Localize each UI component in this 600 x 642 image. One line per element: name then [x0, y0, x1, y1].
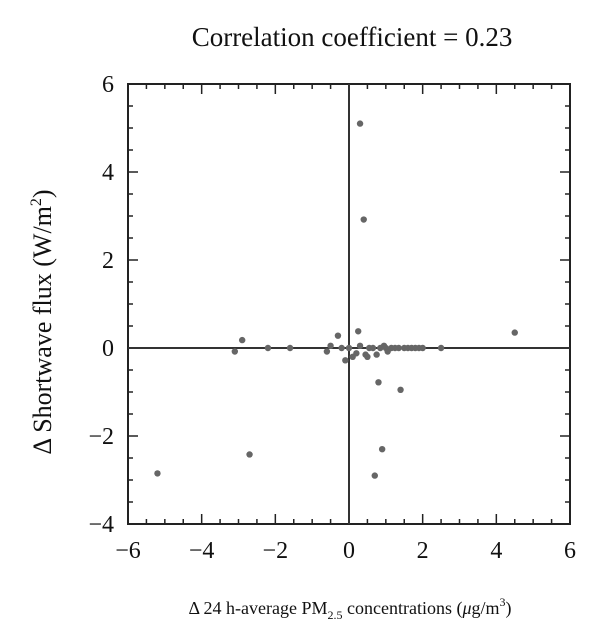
data-point: [342, 357, 349, 364]
x-tick-label: 0: [343, 538, 355, 564]
data-point: [154, 470, 161, 477]
x-label-sub: 2.5: [328, 608, 343, 622]
data-point: [323, 348, 331, 355]
data-point: [327, 342, 334, 349]
x-label-mu: μ: [461, 598, 471, 618]
data-point: [373, 351, 380, 358]
y-tick-label: 6: [102, 72, 114, 98]
data-point: [395, 344, 402, 352]
y-tick-label: −4: [88, 512, 114, 538]
x-label-mid: concentrations (: [343, 598, 463, 619]
data-point: [238, 336, 246, 344]
y-label-suffix: ): [28, 189, 57, 198]
data-point: [345, 344, 353, 352]
data-point: [375, 379, 382, 386]
data-point: [338, 344, 345, 352]
x-label-suffix: ): [506, 598, 512, 619]
x-tick-label: −6: [115, 538, 141, 564]
data-point: [356, 342, 364, 349]
x-tick-label: 2: [417, 538, 429, 564]
y-tick-label: 4: [102, 160, 114, 186]
y-tick-label: 0: [102, 336, 114, 362]
y-tick-label: 2: [102, 248, 114, 274]
data-point: [355, 328, 362, 335]
x-tick-label: −2: [263, 538, 289, 564]
data-point: [264, 344, 272, 352]
data-point: [246, 451, 253, 458]
x-axis-label: Δ 24 h-average PM2.5 concentrations (μg/…: [188, 595, 511, 622]
data-point: [378, 446, 386, 453]
data-point: [231, 348, 239, 355]
data-point: [356, 120, 364, 127]
y-tick-label: −2: [88, 424, 114, 450]
data-point: [419, 344, 426, 352]
y-label-prefix: Δ Shortwave flux (W/m: [28, 206, 57, 455]
x-tick-label: 4: [490, 538, 502, 564]
y-label-sup: 2: [28, 198, 45, 206]
data-point: [397, 386, 404, 393]
data-point: [334, 332, 342, 339]
x-label-prefix: Δ 24 h-average PM: [188, 598, 327, 618]
data-point: [369, 344, 377, 352]
x-label-unit: g/m: [472, 598, 500, 618]
data-point: [371, 472, 378, 479]
data-point: [437, 344, 445, 352]
data-point: [364, 353, 371, 360]
data-point: [360, 216, 367, 223]
data-point: [511, 329, 518, 336]
x-tick-label: −4: [189, 538, 215, 564]
y-axis-label: Δ Shortwave flux (W/m2): [28, 189, 57, 454]
data-point: [286, 344, 294, 352]
x-tick-label: 6: [564, 538, 576, 564]
data-point: [353, 350, 360, 357]
chart-title: Correlation coefficient = 0.23: [192, 22, 513, 52]
x-label-sup: 3: [500, 595, 506, 609]
